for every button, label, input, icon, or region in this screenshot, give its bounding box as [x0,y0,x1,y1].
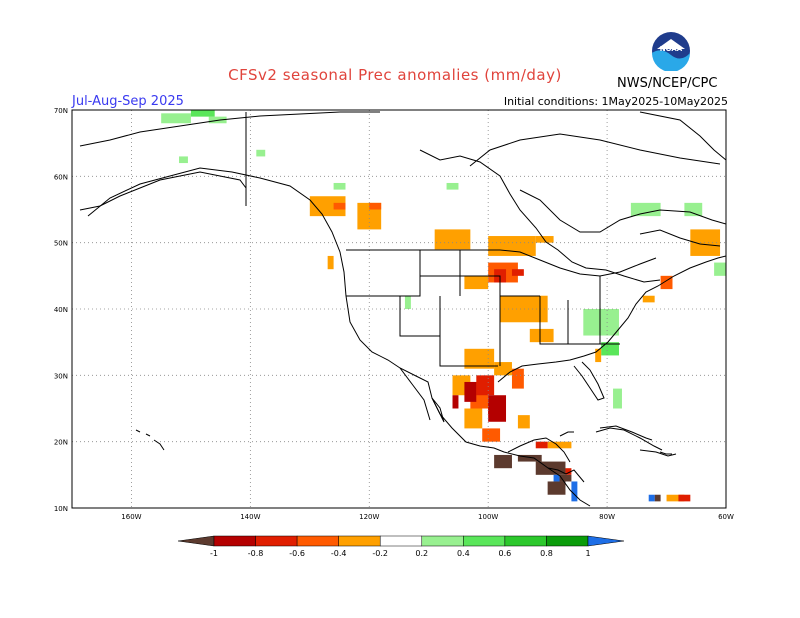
legend-tick-label: -1 [210,549,218,558]
anomaly-cell [333,202,346,210]
legend-tick-label: 0.2 [415,549,428,558]
lat-label: 50N [54,240,68,248]
anomaly-cell [583,309,619,336]
lat-label: 40N [54,306,68,314]
lon-label: 60W [718,513,734,521]
lon-label: 100W [478,513,498,521]
anomaly-cell [547,441,572,449]
anomaly-cell [601,342,619,356]
anomaly-cell [535,441,548,449]
legend-tick-label: 0.4 [457,549,470,558]
legend-swatch [421,535,464,547]
anomaly-cell [714,262,726,276]
anomaly-cell [559,474,572,482]
anomaly-cell [511,368,524,389]
anomaly-cell [571,481,578,502]
longitude-labels: 160W 140W 120W 100W 80W 60W [121,513,734,521]
anomaly-cell [452,395,459,409]
lat-label: 30N [54,372,68,380]
anomaly-cell [488,395,507,422]
agency-label: NWS/NCEP/CPC [617,76,718,91]
anomaly-cell [464,381,477,402]
anomaly-cell [511,269,524,276]
anomaly-cell [666,494,685,502]
forecast-period: Jul-Aug-Sep 2025 [72,94,184,109]
legend-tick-label: 1 [585,549,590,558]
legend-swatch [296,535,339,547]
anomaly-cell [179,156,188,164]
color-legend: -1 -0.8 -0.6 -0.4 -0.2 0.2 0.4 0.6 0.8 1 [177,535,625,558]
lat-label: 70N [54,107,68,115]
legend-tick-label: -0.4 [331,549,347,558]
anomaly-cell [190,110,215,117]
anomaly-cell [369,202,382,210]
legend-swatch [463,535,506,547]
anomaly-cell [434,229,471,250]
anomaly-cell [482,428,501,442]
legend-swatch [177,535,215,547]
lon-label: 80W [599,513,615,521]
anomaly-cell [161,113,191,124]
anomaly-cell [565,468,572,475]
legend-swatch [504,535,547,547]
anomaly-cell [660,275,673,290]
legend-tick-label: 0.8 [540,549,553,558]
lon-label: 120W [359,513,379,521]
anomaly-cell [327,255,334,270]
legend-swatch [546,535,589,547]
lon-label: 140W [240,513,260,521]
anomaly-cell [630,202,661,217]
anomaly-cell [547,481,566,495]
anomaly-cell [464,408,483,429]
anomaly-cell [517,415,530,429]
anomaly-cell [464,275,489,290]
anomaly-cell [446,182,459,190]
coastlines-and-borders [79,111,726,507]
anomaly-cell [654,494,661,502]
anomaly-cell [494,362,512,376]
anomaly-layer [161,110,726,502]
legend-swatch [587,535,625,547]
lat-label: 20N [54,439,68,447]
anomaly-cell [613,388,622,409]
anomaly-cell [333,182,346,190]
anomaly-cell [529,328,554,343]
anomaly-cell [464,348,495,369]
legend-swatch [338,535,381,547]
legend-tick-label: -0.6 [289,549,305,558]
logo-text: NOAA [660,45,683,53]
anomaly-cell [684,202,703,217]
legend-swatch [255,535,298,547]
latitude-labels: 70N 60N 50N 40N 30N 20N 10N [54,107,68,513]
anomaly-cell [648,494,655,502]
anomaly-cell [642,295,655,303]
legend-tick-label: -0.8 [248,549,264,558]
initial-conditions: Initial conditions: 1May2025-10May2025 [503,95,728,108]
anomaly-cell [517,454,542,462]
anomaly-cell [309,196,346,217]
map-frame [71,109,727,509]
anomaly-cell [595,348,602,363]
anomaly-cell [678,494,691,502]
anomaly-cell [404,295,411,309]
anomaly-cell [488,236,536,256]
lat-label: 10N [54,505,68,513]
noaa-logo-icon: NOAA [652,32,690,71]
map-title: CFSv2 seasonal Prec anomalies (mm/day) [228,66,562,84]
legend-tick-label: -0.2 [372,549,388,558]
legend-swatch [213,535,256,547]
lat-lon-grid [72,110,726,508]
anomaly-cell [476,375,495,396]
legend-swatch [379,535,423,547]
lat-label: 60N [54,173,68,181]
lon-label: 160W [121,513,141,521]
legend-tick-label: 0.6 [499,549,512,558]
anomaly-cell [256,149,266,157]
anomaly-cell [553,474,560,482]
anomaly-cell [494,454,512,469]
